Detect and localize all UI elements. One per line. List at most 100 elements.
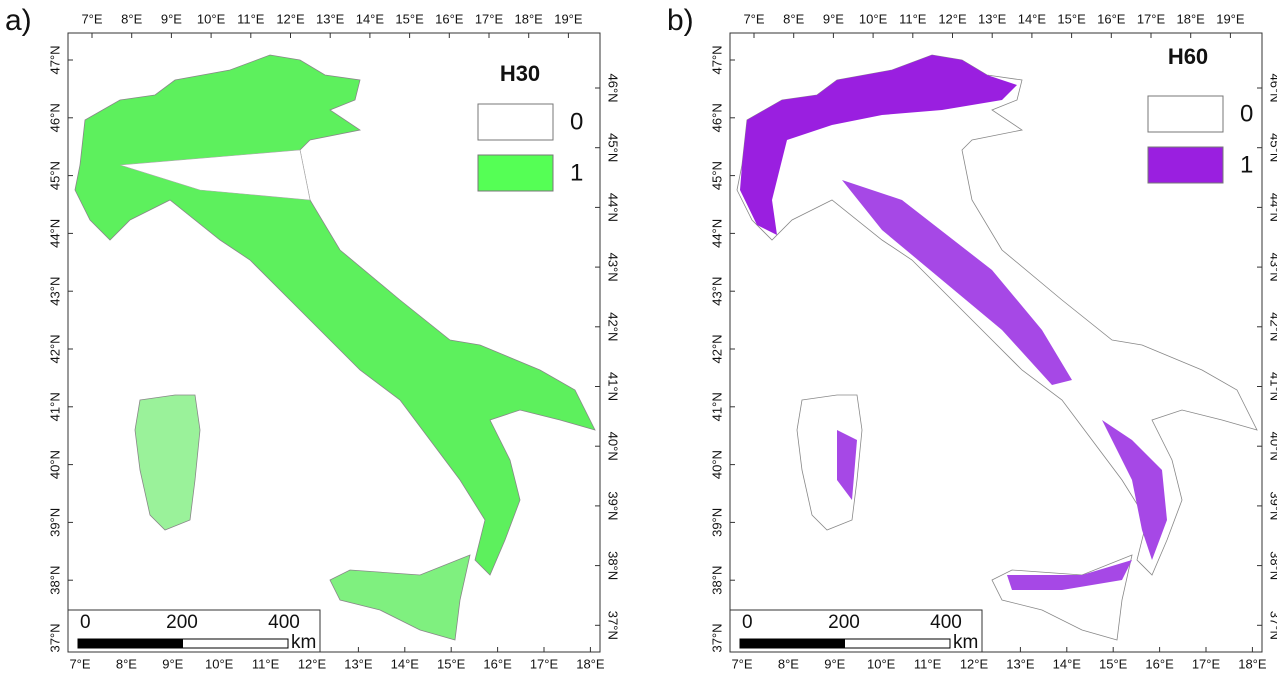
lon-tick-label: 9°E bbox=[824, 656, 845, 671]
calabria-region bbox=[1102, 420, 1167, 560]
lon-tick-label: 10°E bbox=[205, 656, 234, 671]
lat-tick-label: 46°N bbox=[709, 103, 724, 132]
lat-tick-label: 39°N bbox=[709, 508, 724, 537]
lon-tick-label: 14°E bbox=[1018, 11, 1047, 26]
scale-unit: km bbox=[291, 632, 316, 653]
lon-tick-label: 14°E bbox=[1053, 656, 1082, 671]
lon-tick-label: 17°E bbox=[1192, 656, 1221, 671]
lon-tick-label: 16°E bbox=[1145, 656, 1174, 671]
lat-tick-label: 39°N bbox=[1268, 491, 1277, 520]
lat-tick-label: 41°N bbox=[47, 392, 62, 421]
lon-tick-label: 13°E bbox=[344, 656, 373, 671]
lat-tick-label: 38°N bbox=[1268, 551, 1277, 580]
lat-tick-label: 44°N bbox=[47, 219, 62, 248]
lon-tick-label: 8°E bbox=[116, 656, 137, 671]
legend-label: 0 bbox=[1240, 100, 1253, 127]
lat-tick-label: 38°N bbox=[709, 566, 724, 595]
lon-tick-label: 10°E bbox=[859, 11, 888, 26]
lon-tick-label: 12°E bbox=[276, 11, 305, 26]
lon-tick-label: 9°E bbox=[161, 11, 182, 26]
lat-tick-label: 41°N bbox=[606, 372, 621, 401]
lat-tick-label: 43°N bbox=[1268, 253, 1277, 282]
lon-tick-label: 16°E bbox=[483, 656, 512, 671]
lon-tick-label: 18°E bbox=[1177, 11, 1206, 26]
lat-tick-label: 46°N bbox=[1268, 73, 1277, 102]
lat-tick-label: 47°N bbox=[709, 45, 724, 74]
lat-tick-label: 40°N bbox=[606, 432, 621, 461]
lat-tick-label: 44°N bbox=[1268, 193, 1277, 222]
lon-tick-label: 8°E bbox=[778, 656, 799, 671]
legend-label: 1 bbox=[570, 159, 583, 186]
lat-tick-label: 42°N bbox=[709, 334, 724, 363]
scale-tick-label: 400 bbox=[930, 612, 962, 633]
lat-tick-label: 41°N bbox=[709, 392, 724, 421]
scale-tick-label: 400 bbox=[268, 612, 300, 633]
alps-region bbox=[740, 55, 1017, 235]
apennine-region bbox=[842, 180, 1072, 385]
lon-tick-label: 8°E bbox=[121, 11, 142, 26]
lat-tick-label: 37°N bbox=[1268, 611, 1277, 640]
scale-bar-fill bbox=[740, 639, 845, 648]
lon-tick-label: 15°E bbox=[437, 656, 466, 671]
lon-tick-label: 19°E bbox=[554, 11, 583, 26]
lon-tick-label: 14°E bbox=[391, 656, 420, 671]
legend-swatch bbox=[477, 103, 554, 141]
lat-tick-label: 42°N bbox=[606, 312, 621, 341]
lat-tick-label: 40°N bbox=[1268, 432, 1277, 461]
lat-tick-label: 39°N bbox=[47, 508, 62, 537]
lat-tick-label: 42°N bbox=[1268, 312, 1277, 341]
lon-tick-label: 11°E bbox=[914, 656, 942, 671]
scale-tick-label: 0 bbox=[80, 612, 91, 633]
scale-unit: km bbox=[953, 632, 978, 653]
scale-bar-fill bbox=[78, 639, 183, 648]
lon-tick-label: 13°E bbox=[978, 11, 1007, 26]
lon-tick-label: 16°E bbox=[435, 11, 464, 26]
lon-tick-label: 17°E bbox=[1137, 11, 1166, 26]
lat-tick-label: 43°N bbox=[47, 277, 62, 306]
lat-tick-label: 46°N bbox=[606, 73, 621, 102]
lon-tick-label: 18°E bbox=[515, 11, 544, 26]
lat-tick-label: 40°N bbox=[709, 450, 724, 479]
lon-tick-label: 7°E bbox=[731, 656, 752, 671]
lat-tick-label: 41°N bbox=[1268, 372, 1277, 401]
lat-tick-label: 42°N bbox=[47, 334, 62, 363]
legend-label: 1 bbox=[1240, 151, 1253, 178]
lat-tick-label: 45°N bbox=[709, 161, 724, 190]
lat-tick-label: 38°N bbox=[606, 551, 621, 580]
po-valley bbox=[119, 149, 311, 201]
panel-label: a) bbox=[5, 4, 32, 37]
lon-tick-label: 13°E bbox=[316, 11, 345, 26]
scale-tick-label: 200 bbox=[166, 612, 198, 633]
lon-tick-label: 12°E bbox=[298, 656, 327, 671]
map-b bbox=[729, 32, 1263, 653]
lon-tick-label: 12°E bbox=[960, 656, 989, 671]
lon-tick-label: 19°E bbox=[1216, 11, 1245, 26]
panel: b) 7°E 8°E 9°E 10°E 11°E 12°E 13°E 14°E 15°E 16°E 1… bbox=[667, 4, 1277, 672]
lon-tick-label: 7°E bbox=[81, 11, 102, 26]
lon-tick-label: 11°E bbox=[252, 656, 280, 671]
lon-tick-label: 10°E bbox=[867, 656, 896, 671]
lon-tick-label: 18°E bbox=[576, 656, 605, 671]
lat-tick-label: 44°N bbox=[606, 193, 621, 222]
legend-swatch bbox=[1147, 146, 1224, 184]
scale-tick-label: 200 bbox=[828, 612, 860, 633]
legend-label: 0 bbox=[570, 108, 583, 135]
lat-tick-label: 47°N bbox=[47, 45, 62, 74]
lat-tick-label: 37°N bbox=[709, 623, 724, 652]
panel-label: b) bbox=[667, 4, 694, 37]
sicily-region bbox=[1007, 560, 1132, 590]
legend-title: H60 bbox=[1168, 44, 1208, 69]
legend-title: H30 bbox=[500, 61, 540, 86]
lat-tick-label: 39°N bbox=[606, 491, 621, 520]
lon-tick-label: 7°E bbox=[69, 656, 90, 671]
lon-tick-label: 15°E bbox=[1099, 656, 1128, 671]
legend-swatch bbox=[1147, 95, 1224, 133]
lon-tick-label: 16°E bbox=[1097, 11, 1126, 26]
sardinia-region bbox=[837, 430, 857, 500]
lon-tick-label: 18°E bbox=[1238, 656, 1267, 671]
lat-tick-label: 40°N bbox=[47, 450, 62, 479]
lat-tick-label: 37°N bbox=[606, 611, 621, 640]
lat-tick-label: 46°N bbox=[47, 103, 62, 132]
lat-tick-label: 37°N bbox=[47, 623, 62, 652]
lon-tick-label: 10°E bbox=[197, 11, 226, 26]
